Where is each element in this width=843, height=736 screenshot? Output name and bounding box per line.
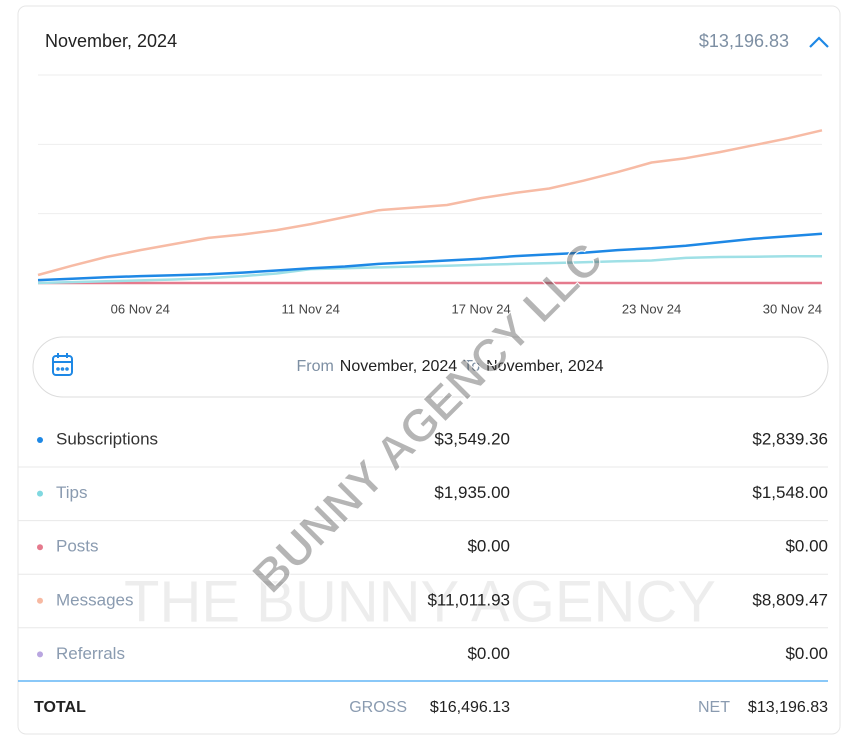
row-gross: $0.00 <box>467 537 510 556</box>
x-tick-label: 23 Nov 24 <box>622 301 681 316</box>
row-gross: $11,011.93 <box>427 590 510 609</box>
row-gross: $3,549.20 <box>434 429 510 448</box>
legend-dot <box>37 544 43 551</box>
row-net: $1,548.00 <box>752 483 828 502</box>
from-date: November, 2024 <box>340 358 458 375</box>
watermark: THE BUNNY AGENCY <box>124 569 716 634</box>
row-name: Messages <box>56 590 133 609</box>
gross-label: GROSS <box>349 699 407 716</box>
row-gross: $1,935.00 <box>434 483 510 502</box>
row-net: $2,839.36 <box>752 429 828 448</box>
x-tick-label: 11 Nov 24 <box>282 301 340 316</box>
date-range-picker[interactable] <box>32 336 829 398</box>
legend-dot <box>37 597 43 604</box>
row-net: $0.00 <box>785 644 828 663</box>
net-label: NET <box>698 699 730 716</box>
row-net: $8,809.47 <box>752 590 828 609</box>
series-line <box>37 129 823 277</box>
x-tick-label: 30 Nov 24 <box>763 301 822 316</box>
gross-total: $16,496.13 <box>430 699 510 716</box>
legend-dot <box>37 437 43 443</box>
row-net: $0.00 <box>785 537 828 556</box>
row-name: Tips <box>56 483 88 502</box>
collapse-toggle[interactable] <box>809 36 829 48</box>
row-name: Subscriptions <box>56 429 158 448</box>
row-gross: $0.00 <box>467 644 510 663</box>
net-total: $13,196.83 <box>748 699 828 716</box>
calendar-icon[interactable] <box>52 353 73 376</box>
from-label: From <box>296 358 333 375</box>
to-date: November, 2024 <box>486 358 604 375</box>
row-name: Posts <box>56 537 99 556</box>
legend-dot <box>37 651 43 658</box>
total-label: TOTAL <box>34 699 86 716</box>
period-title: November, 2024 <box>45 31 177 51</box>
chart: 06 Nov 24 11 Nov 24 17 Nov 24 23 Nov 24 30 N… <box>37 74 823 316</box>
x-tick-label: 06 Nov 24 <box>111 301 170 316</box>
to-label: To <box>463 358 480 375</box>
series-line <box>37 254 823 285</box>
series-line <box>37 232 823 282</box>
row-name: Referrals <box>56 644 125 663</box>
period-total: $13,196.83 <box>699 31 789 51</box>
date-range-text: From November, 2024 To November, 2024 <box>296 358 603 375</box>
x-tick-label: 17 Nov 24 <box>451 301 510 316</box>
legend-dot <box>37 490 43 497</box>
breakdown-table: Subscriptions $3,549.20 $2,839.36 Tips $1,93… <box>18 429 828 663</box>
